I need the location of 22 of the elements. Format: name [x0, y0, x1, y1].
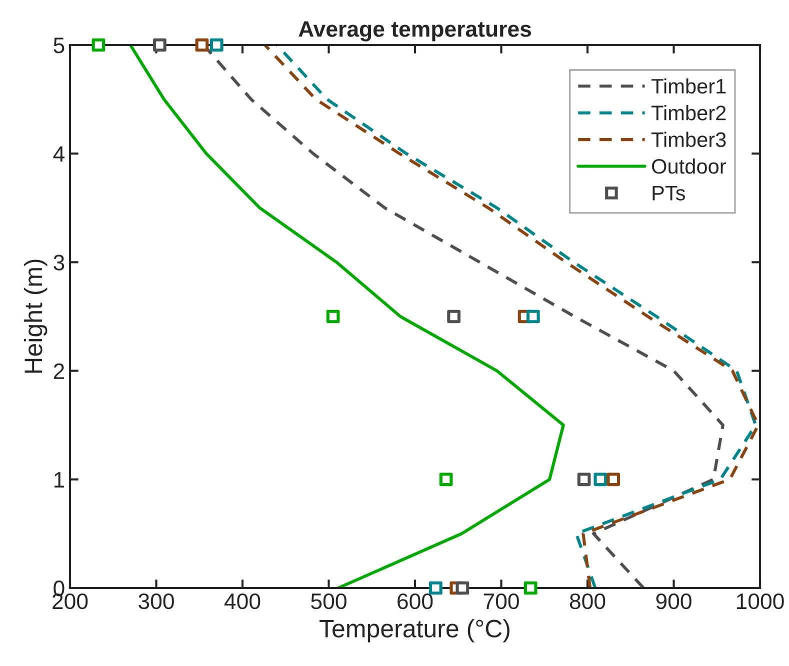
y-tick-label: 3: [54, 254, 64, 270]
x-tick-label: 800: [570, 593, 606, 610]
y-axis-title: Height (m): [24, 260, 48, 373]
chart-title: Average temperatures: [298, 21, 532, 42]
x-axis-title: Temperature (°C): [320, 619, 510, 642]
y-tick-label: 4: [53, 146, 64, 162]
legend-label: Outdoor: [652, 158, 726, 174]
legend-label: Timber2: [652, 105, 726, 120]
y-tick-label: 1: [54, 472, 64, 488]
line-series: [128, 45, 565, 588]
x-tick-label: 700: [484, 593, 519, 610]
x-tick-label: 900: [656, 593, 692, 610]
legend-label: Timber1: [652, 78, 726, 94]
x-tick-label: 500: [311, 593, 346, 610]
x-tick-label: 600: [398, 593, 433, 610]
legend-label: Timber3: [652, 132, 726, 148]
x-tick-label: 400: [224, 593, 260, 610]
x-tick-label: 300: [138, 593, 174, 610]
x-tick-label: 1000: [736, 593, 784, 610]
legend-label: PTs: [652, 186, 686, 200]
y-tick-label: 5: [54, 38, 64, 54]
y-tick-label: 2: [54, 363, 64, 379]
